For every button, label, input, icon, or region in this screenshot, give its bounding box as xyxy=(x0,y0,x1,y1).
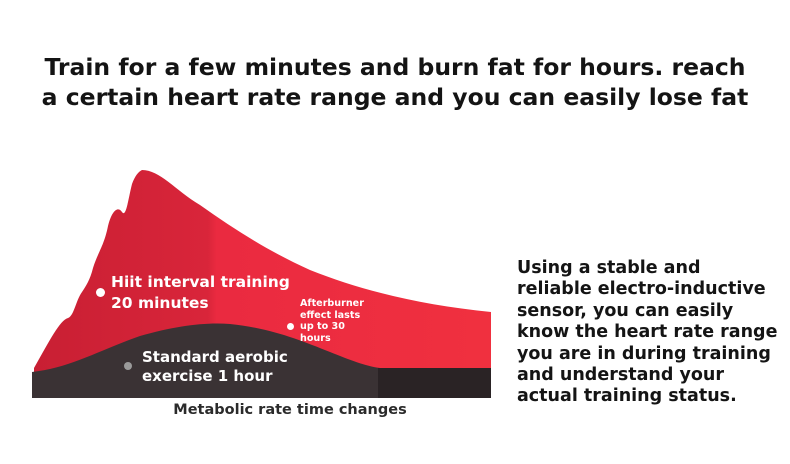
hiit-label: Hiit interval training 20 minutes xyxy=(111,272,290,314)
afterburner-marker-dot xyxy=(287,323,294,330)
hiit-label-line-1: Hiit interval training xyxy=(111,273,290,291)
headline: Train for a few minutes and burn fat for… xyxy=(0,52,790,112)
afterburner-label-line-2: effect lasts xyxy=(300,309,361,321)
afterburner-label-line-4: hours xyxy=(300,332,331,344)
sensor-description: Using a stable and reliable electro-indu… xyxy=(517,258,778,407)
aerobic-label-line-1: Standard aerobic xyxy=(142,348,288,366)
afterburner-label-line-3: up to 30 xyxy=(300,321,345,332)
aerobic-marker-dot xyxy=(124,362,132,370)
hiit-label-line-2: 20 minutes xyxy=(111,294,209,312)
aerobic-tail-area xyxy=(378,368,491,398)
headline-line-1: Train for a few minutes and burn fat for… xyxy=(44,53,746,81)
afterburner-label-line-1: Afterburner xyxy=(300,298,364,309)
aerobic-label-line-2: exercise 1 hour xyxy=(142,367,273,385)
aerobic-label: Standard aerobic exercise 1 hour xyxy=(142,348,288,386)
figure-caption: Metabolic rate time changes xyxy=(173,402,407,418)
afterburner-label: Afterburner effect lasts up to 30 hours xyxy=(300,298,380,344)
aerobic-metabolic-area xyxy=(32,323,380,398)
hiit-marker-dot xyxy=(96,288,105,297)
headline-line-2: a certain heart rate range and you can e… xyxy=(41,83,749,111)
